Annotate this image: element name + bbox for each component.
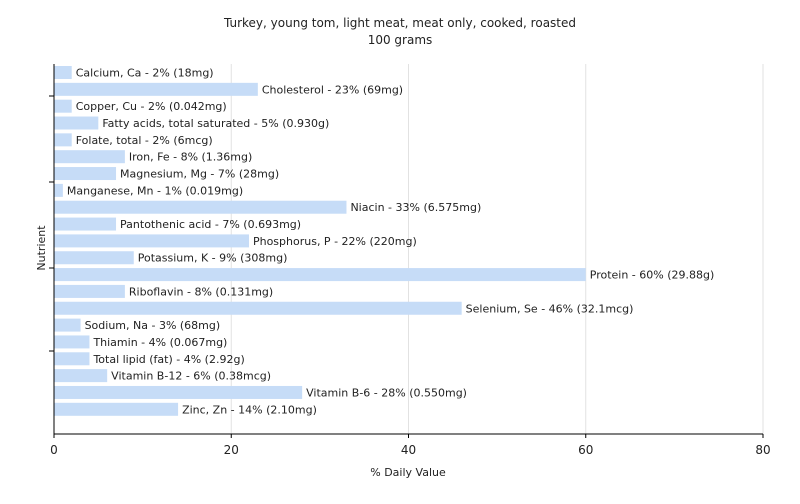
bar	[54, 66, 72, 79]
bar-label: Sodium, Na - 3% (68mg)	[85, 319, 221, 332]
bar-label: Niacin - 33% (6.575mg)	[350, 201, 481, 214]
bar-label: Protein - 60% (29.88g)	[590, 269, 715, 282]
bar-label: Phosphorus, P - 22% (220mg)	[253, 235, 417, 248]
bar-label: Riboflavin - 8% (0.131mg)	[129, 285, 273, 298]
bar	[54, 369, 108, 383]
x-tick-label: 60	[578, 443, 593, 457]
bar	[54, 402, 179, 416]
bar	[54, 251, 134, 265]
bar	[54, 352, 90, 366]
bar-label: Folate, total - 2% (6mcg)	[76, 134, 213, 147]
bar-label: Manganese, Mn - 1% (0.019mg)	[67, 184, 243, 197]
bar	[54, 183, 63, 197]
bar-label: Potassium, K - 9% (308mg)	[138, 252, 288, 265]
grid-lines	[230, 64, 764, 434]
bar-label: Fatty acids, total saturated - 5% (0.930…	[102, 117, 329, 130]
bar	[54, 133, 72, 147]
bar-label: Pantothenic acid - 7% (0.693mg)	[120, 218, 301, 231]
bar	[54, 200, 347, 214]
bar	[54, 150, 125, 164]
y-axis-label: Nutrient	[35, 225, 48, 271]
bar	[54, 116, 99, 130]
x-tick-label: 80	[755, 443, 770, 457]
bar-label: Calcium, Ca - 2% (18mg)	[76, 67, 214, 80]
bar-label: Magnesium, Mg - 7% (28mg)	[120, 168, 279, 181]
x-tick-label: 40	[401, 443, 416, 457]
bar-label: Vitamin B-12 - 6% (0.38mcg)	[111, 370, 271, 383]
chart-subtitle: 100 grams	[368, 33, 433, 47]
bar	[54, 284, 125, 298]
bar	[54, 385, 303, 399]
bar-label: Iron, Fe - 8% (1.36mg)	[129, 151, 252, 164]
bar	[54, 268, 586, 282]
bar	[54, 234, 249, 248]
x-tick-label: 0	[50, 443, 58, 457]
bar	[54, 99, 72, 113]
bar-label: Zinc, Zn - 14% (2.10mg)	[182, 403, 317, 416]
bar-label: Cholesterol - 23% (69mg)	[262, 83, 403, 96]
bar	[54, 301, 462, 315]
bar	[54, 318, 81, 332]
x-tick-label: 20	[224, 443, 239, 457]
bar-labels: Calcium, Ca - 2% (18mg) Cholesterol - 23%…	[67, 67, 714, 417]
bar	[54, 335, 90, 349]
chart-title: Turkey, young tom, light meat, meat only…	[223, 16, 576, 30]
bar-label: Vitamin B-6 - 28% (0.550mg)	[306, 386, 467, 399]
bar-label: Total lipid (fat) - 4% (2.92g)	[92, 353, 244, 366]
bar-label: Thiamin - 4% (0.067mg)	[92, 336, 227, 349]
x-axis-label: % Daily Value	[370, 466, 446, 479]
bar	[54, 82, 258, 96]
axes: 0 20 40 60 80	[49, 64, 771, 457]
bars	[54, 66, 586, 416]
bar	[54, 167, 117, 181]
bar-label: Copper, Cu - 2% (0.042mg)	[76, 100, 227, 113]
bar	[54, 217, 117, 231]
bar-label: Selenium, Se - 46% (32.1mcg)	[466, 302, 634, 315]
